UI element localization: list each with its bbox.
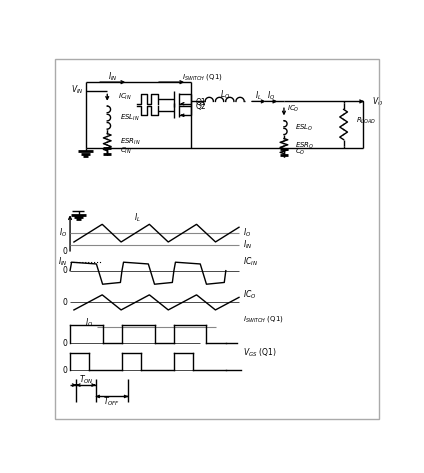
Text: $I_L$: $I_L$ (134, 211, 141, 224)
Text: $I_{IN}$: $I_{IN}$ (243, 239, 253, 252)
Text: 0: 0 (63, 298, 68, 307)
Text: $C_O$: $C_O$ (295, 147, 305, 158)
Text: $I_{IN}$: $I_{IN}$ (58, 255, 68, 268)
Text: $ESL_O$: $ESL_O$ (295, 123, 313, 133)
Text: $ESR_{IN}$: $ESR_{IN}$ (120, 137, 140, 147)
Text: $IC_O$: $IC_O$ (287, 104, 300, 114)
Text: $I_{SWITCH}$ (Q1): $I_{SWITCH}$ (Q1) (182, 72, 223, 82)
Text: $I_O$: $I_O$ (85, 317, 94, 329)
Text: $IC_O$: $IC_O$ (243, 289, 257, 301)
Text: 0: 0 (63, 339, 68, 348)
Text: $T_{ON}$: $T_{ON}$ (78, 373, 93, 386)
Text: $C_{IN}$: $C_{IN}$ (120, 146, 131, 156)
Text: $ESL_{IN}$: $ESL_{IN}$ (120, 113, 139, 123)
Text: $I_{IN}$: $I_{IN}$ (108, 70, 117, 83)
Text: $IC_{IN}$: $IC_{IN}$ (243, 255, 258, 268)
Text: $V_{GS}$ (Q1): $V_{GS}$ (Q1) (243, 346, 276, 359)
Text: $IC_{IN}$: $IC_{IN}$ (118, 92, 132, 102)
Text: $T_{OFF}$: $T_{OFF}$ (103, 395, 120, 408)
Text: $I_{SWITCH}$ (Q1): $I_{SWITCH}$ (Q1) (243, 315, 284, 324)
Text: $I_L$: $I_L$ (255, 89, 262, 102)
Text: 0: 0 (63, 247, 68, 256)
Text: $V_{IN}$: $V_{IN}$ (70, 84, 83, 96)
Text: $I_O$: $I_O$ (59, 227, 68, 239)
Text: Q1: Q1 (195, 98, 206, 107)
Text: 0: 0 (63, 266, 68, 275)
Text: $L_O$: $L_O$ (220, 88, 230, 101)
Text: $V_O$: $V_O$ (372, 95, 384, 108)
Text: $I_O$: $I_O$ (268, 89, 276, 102)
Text: Q2: Q2 (195, 102, 206, 111)
Text: $R_{LOAD}$: $R_{LOAD}$ (356, 115, 377, 126)
Text: $ESR_O$: $ESR_O$ (295, 141, 314, 151)
Text: 0: 0 (63, 366, 68, 375)
Text: $I_O$: $I_O$ (243, 227, 251, 239)
